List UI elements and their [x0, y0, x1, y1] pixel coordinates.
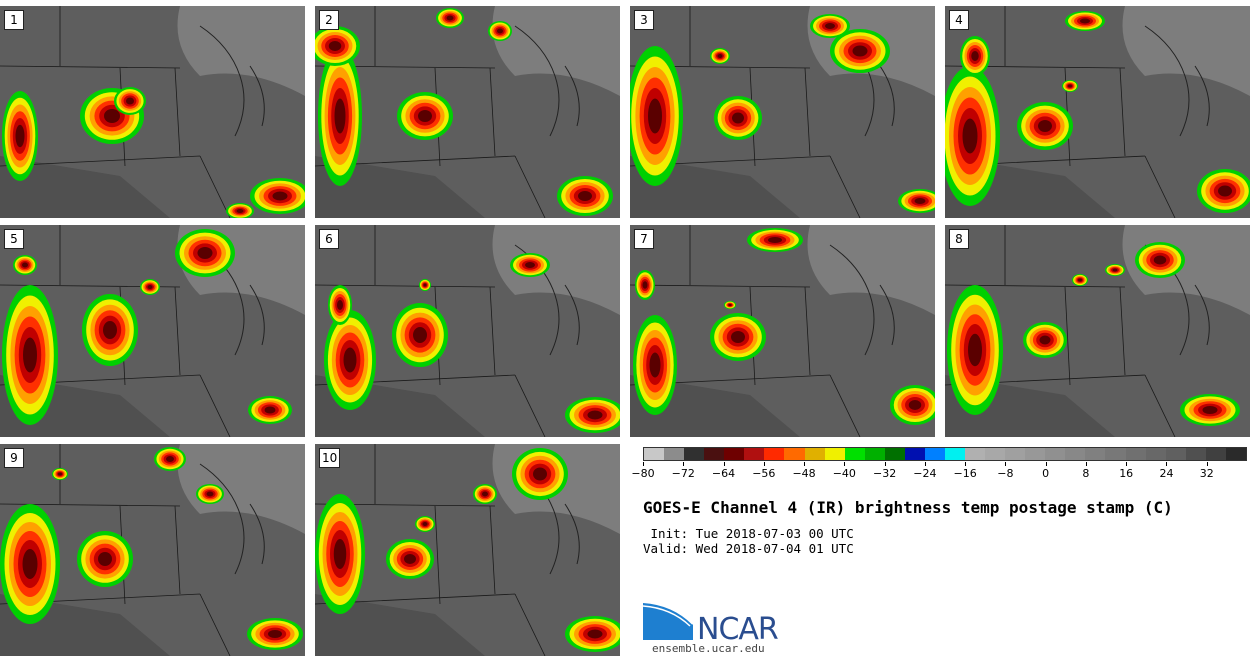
valid-time: Valid: Wed 2018-07-04 01 UTC	[643, 541, 854, 556]
colorbar-segment	[965, 448, 986, 460]
ncar-logo-text: NCAR	[697, 612, 779, 647]
colorbar-tick	[1166, 462, 1168, 466]
colorbar-tick-label: 16	[1119, 467, 1134, 480]
postage-stamp-panel: 9	[0, 444, 305, 656]
colorbar-segment	[784, 448, 805, 460]
colorbar-tick-label: −72	[671, 467, 695, 480]
colorbar-ticks: −80 −72 −64 −56 −48 −40 −32 −24 −16 −8 0 8 16 24 32	[631, 462, 1247, 482]
postage-stamp-panel: 7	[630, 225, 935, 437]
colorbar-segment	[1205, 448, 1226, 460]
colorbar-segment	[1085, 448, 1106, 460]
colorbar-segment	[884, 448, 905, 460]
postage-stamp-panel: 3	[630, 6, 935, 218]
colorbar-tick	[763, 462, 765, 466]
colorbar-tick	[1206, 462, 1208, 466]
colorbar-tick-label: −16	[953, 467, 977, 480]
colorbar-tick-label: −64	[711, 467, 736, 480]
colorbar-segment	[1145, 448, 1166, 460]
ir-satellite-map	[0, 444, 305, 656]
colorbar	[643, 447, 1247, 461]
panel-number: 8	[949, 229, 969, 249]
colorbar-segment	[924, 448, 945, 460]
postage-stamp-panel: 8	[945, 225, 1250, 437]
source-url: ensemble.ucar.edu	[652, 642, 765, 655]
colorbar-tick	[643, 462, 644, 466]
colorbar-tick	[1045, 462, 1047, 466]
init-time: Init: Tue 2018-07-03 00 UTC	[643, 526, 854, 541]
colorbar-tick	[683, 462, 685, 466]
colorbar-tick	[844, 462, 846, 466]
colorbar-tick	[804, 462, 806, 466]
ir-satellite-map	[945, 225, 1250, 437]
colorbar-segment	[1045, 448, 1066, 460]
colorbar-segment	[724, 448, 745, 460]
panel-number: 5	[4, 229, 24, 249]
ir-satellite-map	[630, 225, 935, 437]
panel-number: 4	[949, 10, 969, 30]
colorbar-tick	[1085, 462, 1087, 466]
panel-number: 10	[319, 448, 341, 468]
colorbar-segment	[904, 448, 925, 460]
postage-stamp-panel: 5	[0, 225, 305, 437]
ir-satellite-map	[0, 225, 305, 437]
colorbar-tick	[1005, 462, 1007, 466]
colorbar-segment	[1005, 448, 1026, 460]
colorbar-tick	[884, 462, 886, 466]
panel-number: 6	[319, 229, 339, 249]
colorbar-segment	[985, 448, 1006, 460]
colorbar-segment	[684, 448, 705, 460]
postage-stamp-panel: 10	[315, 444, 620, 656]
colorbar-tick-label: −8	[997, 467, 1014, 480]
colorbar-tick-label: 32	[1199, 467, 1214, 480]
ir-satellite-map	[315, 6, 620, 218]
colorbar-segment	[1025, 448, 1046, 460]
postage-stamp-panel: 4	[945, 6, 1250, 218]
colorbar-tick-label: 0	[1042, 467, 1050, 480]
colorbar-tick-label: −80	[631, 467, 655, 480]
colorbar-tick-label: −40	[832, 467, 856, 480]
colorbar-tick	[723, 462, 725, 466]
ir-satellite-map	[945, 6, 1250, 218]
colorbar-segment	[744, 448, 765, 460]
colorbar-segment	[844, 448, 865, 460]
panel-number: 7	[634, 229, 654, 249]
postage-stamp-panel: 1	[0, 6, 305, 218]
colorbar-tick-label: 24	[1159, 467, 1174, 480]
colorbar-segment	[824, 448, 845, 460]
ir-satellite-map	[315, 225, 620, 437]
colorbar-segment	[1225, 448, 1246, 460]
colorbar-tick	[1126, 462, 1128, 466]
postage-stamp-panel: 6	[315, 225, 620, 437]
colorbar-tick-label: −48	[792, 467, 816, 480]
ir-satellite-map	[630, 6, 935, 218]
panel-number: 1	[4, 10, 24, 30]
colorbar-tick-label: −56	[752, 467, 776, 480]
colorbar-tick	[965, 462, 967, 466]
panel-number: 3	[634, 10, 654, 30]
colorbar-tick-label: 8	[1082, 467, 1090, 480]
colorbar-segment	[1105, 448, 1126, 460]
ir-satellite-map	[315, 444, 620, 656]
colorbar-segment	[804, 448, 825, 460]
colorbar-tick-label: −32	[872, 467, 897, 480]
colorbar-segment	[1165, 448, 1186, 460]
colorbar-segment	[944, 448, 965, 460]
ncar-logo-icon	[643, 601, 694, 640]
colorbar-segment	[644, 448, 665, 460]
colorbar-segment	[704, 448, 725, 460]
colorbar-segment	[764, 448, 785, 460]
postage-stamp-panel: 2	[315, 6, 620, 218]
colorbar-segment	[664, 448, 685, 460]
colorbar-segment	[864, 448, 885, 460]
panel-number: 2	[319, 10, 339, 30]
ir-satellite-map	[0, 6, 305, 218]
colorbar-segment	[1065, 448, 1086, 460]
colorbar-segment	[1125, 448, 1146, 460]
colorbar-tick-label: −24	[913, 467, 937, 480]
figure-title: GOES-E Channel 4 (IR) brightness temp po…	[643, 498, 1173, 517]
colorbar-tick	[924, 462, 926, 466]
colorbar-segment	[1185, 448, 1206, 460]
panel-number: 9	[4, 448, 24, 468]
